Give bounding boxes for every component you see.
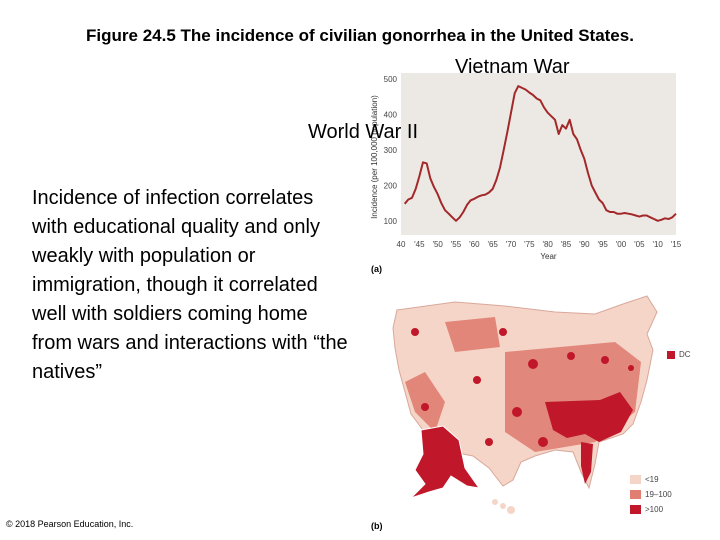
chart-series <box>403 85 677 222</box>
x-tick-label: '05 <box>634 240 645 249</box>
x-tick-label: '65 <box>487 240 498 249</box>
chart-y-axis-label: Incidence (per 100,000 population) <box>370 95 379 219</box>
y-tick-label: 200 <box>384 181 398 190</box>
map-high-regions <box>411 328 634 484</box>
chart-x-ticks: 40 '45 '50 '55 '60 '65 '70 '75 '80 '85 '90 '95 '00 '0… <box>397 240 682 249</box>
legend-swatch-low <box>630 475 641 484</box>
y-tick-label: 500 <box>384 75 398 84</box>
x-tick-label: '75 <box>524 240 535 249</box>
y-tick-label: 400 <box>384 110 398 119</box>
chart-plot-background <box>401 73 676 235</box>
incidence-series-line <box>403 85 677 222</box>
y-tick-label: 100 <box>384 217 398 226</box>
panel-a-label: (a) <box>371 264 382 274</box>
panel-b-label: (b) <box>371 521 383 531</box>
legend-label-low: <19 <box>645 475 659 484</box>
us-county-incidence-map <box>392 295 658 514</box>
x-tick-label: '60 <box>469 240 480 249</box>
x-tick-label: '00 <box>616 240 627 249</box>
x-tick-label: '90 <box>579 240 590 249</box>
x-tick-label: '95 <box>597 240 608 249</box>
x-tick-label: '80 <box>542 240 553 249</box>
alaska-shape <box>410 425 481 499</box>
incidence-line-chart: 100 200 300 400 500 40 '45 '50 '55 '60 '65 '70 '75 '… <box>370 73 682 261</box>
x-tick-label: '10 <box>652 240 663 249</box>
legend-item-low: <19 <box>630 472 672 487</box>
slide-title: Figure 24.5 The incidence of civilian go… <box>86 26 634 45</box>
x-tick-label: '45 <box>414 240 425 249</box>
x-tick-label: '85 <box>561 240 572 249</box>
copyright-text: © 2018 Pearson Education, Inc. <box>6 519 134 529</box>
x-tick-label: '15 <box>671 240 682 249</box>
y-tick-label: 300 <box>384 146 398 155</box>
plot-area <box>401 73 676 235</box>
dc-callout: DC <box>667 350 691 359</box>
x-tick-label: '50 <box>432 240 443 249</box>
x-tick-label: '55 <box>451 240 462 249</box>
bullet-text: Incidence of infection correlates with e… <box>32 187 348 383</box>
legend-label-high: >100 <box>645 505 664 514</box>
x-tick-label: '70 <box>506 240 517 249</box>
vietnam-war-annotation: Vietnam War <box>455 56 570 78</box>
x-tick-label: 40 <box>397 240 406 249</box>
legend-item-medium: 19–100 <box>630 487 672 502</box>
legend-item-high: >100 <box>630 502 672 517</box>
chart-x-axis-label: Year <box>540 252 557 261</box>
hawaii-shape <box>492 499 515 514</box>
ww2-annotation: World War II <box>308 121 419 143</box>
map-legend: <19 19–100 >100 <box>630 472 672 517</box>
legend-swatch-high <box>630 505 641 514</box>
dc-swatch <box>667 350 675 359</box>
legend-label-medium: 19–100 <box>645 490 672 499</box>
chart-y-ticks: 100 200 300 400 500 <box>384 75 398 226</box>
legend-swatch-medium <box>630 490 641 499</box>
dc-label-text: DC <box>679 350 691 359</box>
